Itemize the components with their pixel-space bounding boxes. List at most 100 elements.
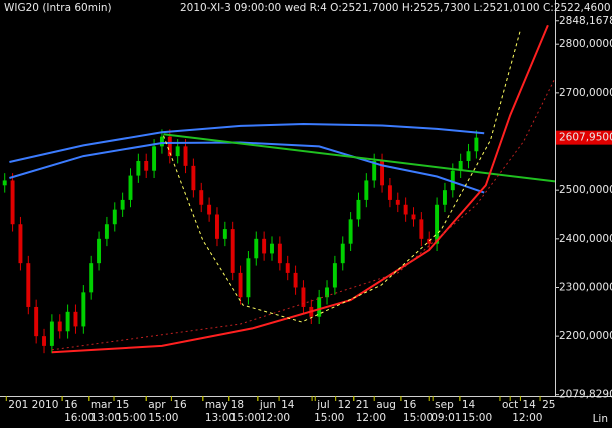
candle-body bbox=[246, 258, 251, 298]
candle-body bbox=[97, 238, 102, 264]
candle-body bbox=[10, 180, 15, 225]
candle-body bbox=[435, 204, 440, 244]
candle-body bbox=[199, 190, 204, 205]
candle-body bbox=[301, 287, 306, 307]
x-tick-label: 15 bbox=[116, 399, 129, 411]
y-tick-label: 2079,8290 bbox=[559, 389, 612, 401]
scale-label: Lin bbox=[593, 413, 608, 425]
candle-body bbox=[332, 263, 337, 288]
x-tick-label: apr bbox=[148, 399, 166, 411]
candle-body bbox=[104, 224, 109, 239]
candle-body bbox=[167, 136, 172, 157]
x-tick-label: 18 bbox=[231, 399, 244, 411]
x-tick-label: 201 2010 bbox=[8, 399, 58, 411]
candle-body bbox=[387, 185, 392, 200]
candle-body bbox=[466, 151, 471, 161]
x-tick-label-time: 12:00 bbox=[356, 412, 386, 424]
candle-body bbox=[175, 146, 180, 157]
candle-body bbox=[356, 199, 361, 220]
candle-body bbox=[2, 180, 7, 186]
x-tick-label: 25 bbox=[542, 399, 555, 411]
x-tick-label: 21 bbox=[356, 399, 369, 411]
overlay-line bbox=[9, 122, 485, 163]
x-tick-label-time: 12:00 bbox=[512, 412, 542, 424]
candle-body bbox=[474, 137, 479, 152]
candle-body bbox=[73, 311, 78, 327]
x-tick-label-time: 16:00 bbox=[64, 412, 94, 424]
y-tick-label: 2848,1678 bbox=[559, 15, 612, 27]
candle-body bbox=[411, 214, 416, 220]
candle-body bbox=[285, 263, 290, 273]
candle-body bbox=[230, 229, 235, 273]
y-tick-label: 2300,0000 bbox=[559, 281, 612, 293]
x-tick-label: 16 bbox=[403, 399, 417, 411]
x-tick-label: 14 bbox=[281, 399, 295, 411]
x-tick-label-time: 15:00 bbox=[462, 412, 492, 424]
candle-body bbox=[372, 160, 377, 181]
chart-subtitle: 2010-XI-3 09:00:00 wed R:4 O:2521,7000 H… bbox=[180, 2, 612, 14]
x-tick-label: jun bbox=[259, 399, 276, 411]
candle-body bbox=[293, 272, 298, 288]
candle-body bbox=[136, 160, 141, 176]
candle-body bbox=[395, 199, 400, 205]
last-price-label: 2607,9500 bbox=[559, 132, 612, 144]
x-tick-label: 16 bbox=[64, 399, 78, 411]
y-tick-label: 2800,0000 bbox=[559, 38, 612, 50]
candle-body bbox=[277, 243, 282, 264]
candle-body bbox=[427, 238, 432, 244]
x-tick-label-time: 15:00 bbox=[403, 412, 433, 424]
last-price-tag bbox=[556, 130, 612, 145]
candle-body bbox=[458, 160, 463, 171]
candle-body bbox=[450, 170, 455, 191]
candle-body bbox=[120, 199, 125, 210]
x-tick-label: may bbox=[205, 399, 228, 411]
x-tick-label: jul bbox=[316, 399, 330, 411]
candle-body bbox=[81, 292, 86, 327]
candle-body bbox=[183, 146, 188, 166]
x-tick-label-time: 15:00 bbox=[231, 412, 261, 424]
x-tick-label: sep bbox=[435, 399, 454, 411]
x-tick-label-time: 15:00 bbox=[148, 412, 178, 424]
candle-body bbox=[325, 287, 329, 298]
candle-body bbox=[65, 311, 70, 332]
candle-body bbox=[207, 204, 212, 215]
x-tick-label-time: 15:00 bbox=[116, 412, 146, 424]
x-tick-label-time: 15:00 bbox=[314, 412, 344, 424]
chart-title: WIG20 (Intra 60min) bbox=[4, 2, 112, 14]
x-tick-label: mar bbox=[91, 399, 113, 411]
candle-body bbox=[270, 243, 274, 254]
x-tick-label: 16 bbox=[173, 399, 187, 411]
candle-body bbox=[262, 238, 267, 254]
candle-body bbox=[26, 263, 31, 307]
x-tick-label: 14 bbox=[522, 399, 536, 411]
candle-body bbox=[419, 219, 424, 239]
candle-body bbox=[442, 190, 447, 205]
candle-body bbox=[317, 297, 322, 317]
x-tick-label-time: 09:01 bbox=[431, 412, 461, 424]
x-tick-label: 12 bbox=[338, 399, 351, 411]
candle-body bbox=[18, 224, 23, 264]
x-tick-label-time: 13:00 bbox=[205, 412, 235, 424]
overlay-line bbox=[51, 24, 549, 354]
x-tick-label-time: 12:00 bbox=[260, 412, 290, 424]
x-tick-label: oct bbox=[502, 399, 518, 411]
candle-body bbox=[380, 160, 385, 186]
x-tick-label: aug bbox=[376, 399, 396, 411]
candle-body bbox=[348, 219, 353, 244]
candle-body bbox=[49, 321, 54, 346]
y-tick-label: 2400,0000 bbox=[559, 233, 612, 245]
x-tick-label: 14 bbox=[462, 399, 476, 411]
candle-body bbox=[222, 229, 227, 239]
x-tick-label-time: 13:00 bbox=[91, 412, 121, 424]
y-tick-label: 2500,0000 bbox=[559, 184, 612, 196]
overlay-line bbox=[9, 141, 485, 194]
candle-body bbox=[159, 136, 164, 147]
candle-body bbox=[112, 209, 117, 225]
candle-body bbox=[254, 238, 259, 259]
candle-body bbox=[34, 306, 39, 337]
candle-body bbox=[403, 204, 408, 215]
y-tick-label: 2200,0000 bbox=[559, 330, 612, 342]
overlay-line bbox=[51, 78, 555, 351]
